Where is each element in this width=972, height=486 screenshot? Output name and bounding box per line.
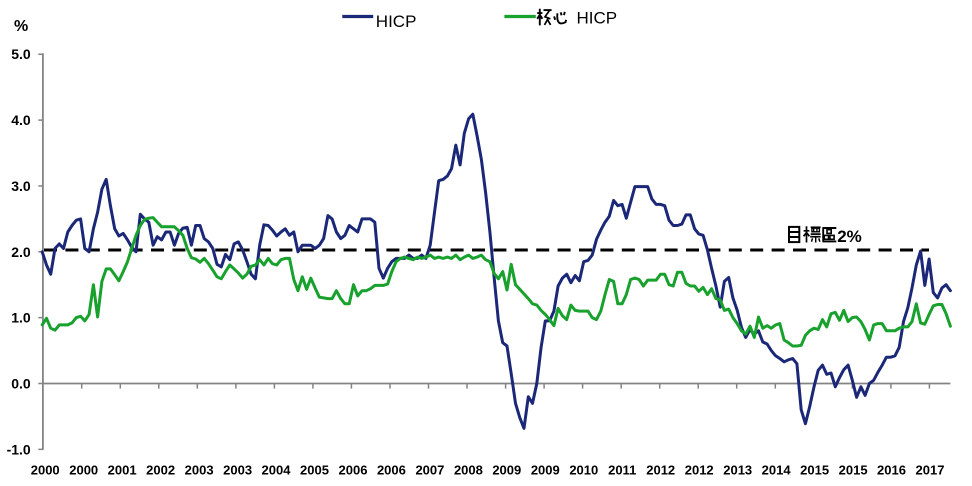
- svg-text:2012: 2012: [646, 463, 675, 478]
- svg-text:2011: 2011: [608, 463, 636, 478]
- svg-text:2.0: 2.0: [11, 244, 31, 260]
- svg-text:2013: 2013: [723, 463, 752, 478]
- svg-text:2004: 2004: [262, 463, 292, 478]
- svg-text:2012: 2012: [685, 463, 714, 478]
- svg-text:2005: 2005: [300, 463, 329, 478]
- svg-text:2000: 2000: [31, 463, 60, 478]
- svg-text:2001: 2001: [108, 463, 137, 478]
- svg-text:2003: 2003: [223, 463, 252, 478]
- svg-text:HICP: HICP: [376, 12, 417, 31]
- svg-text:2015: 2015: [800, 463, 829, 478]
- svg-text:2007: 2007: [415, 463, 444, 478]
- svg-text:2016: 2016: [877, 463, 906, 478]
- svg-text:5.0: 5.0: [11, 46, 31, 62]
- svg-text:2010: 2010: [569, 463, 598, 478]
- svg-text:2008: 2008: [454, 463, 483, 478]
- svg-text:HICP: HICP: [577, 8, 618, 27]
- svg-text:2000: 2000: [69, 463, 98, 478]
- svg-text:2%: 2%: [837, 227, 862, 246]
- svg-text:%: %: [14, 18, 28, 35]
- svg-text:2003: 2003: [185, 463, 214, 478]
- svg-text:1.0: 1.0: [11, 310, 31, 326]
- svg-text:4.0: 4.0: [11, 112, 31, 128]
- svg-text:2002: 2002: [146, 463, 175, 478]
- svg-text:0.0: 0.0: [11, 376, 31, 392]
- svg-text:2006: 2006: [377, 463, 406, 478]
- svg-text:-1.0: -1.0: [7, 441, 31, 457]
- svg-text:2006: 2006: [339, 463, 368, 478]
- svg-text:2015: 2015: [839, 463, 868, 478]
- svg-text:2009: 2009: [531, 463, 560, 478]
- svg-text:2009: 2009: [492, 463, 521, 478]
- svg-text:3.0: 3.0: [11, 178, 31, 194]
- svg-text:2017: 2017: [916, 463, 945, 478]
- svg-text:2014: 2014: [762, 463, 792, 478]
